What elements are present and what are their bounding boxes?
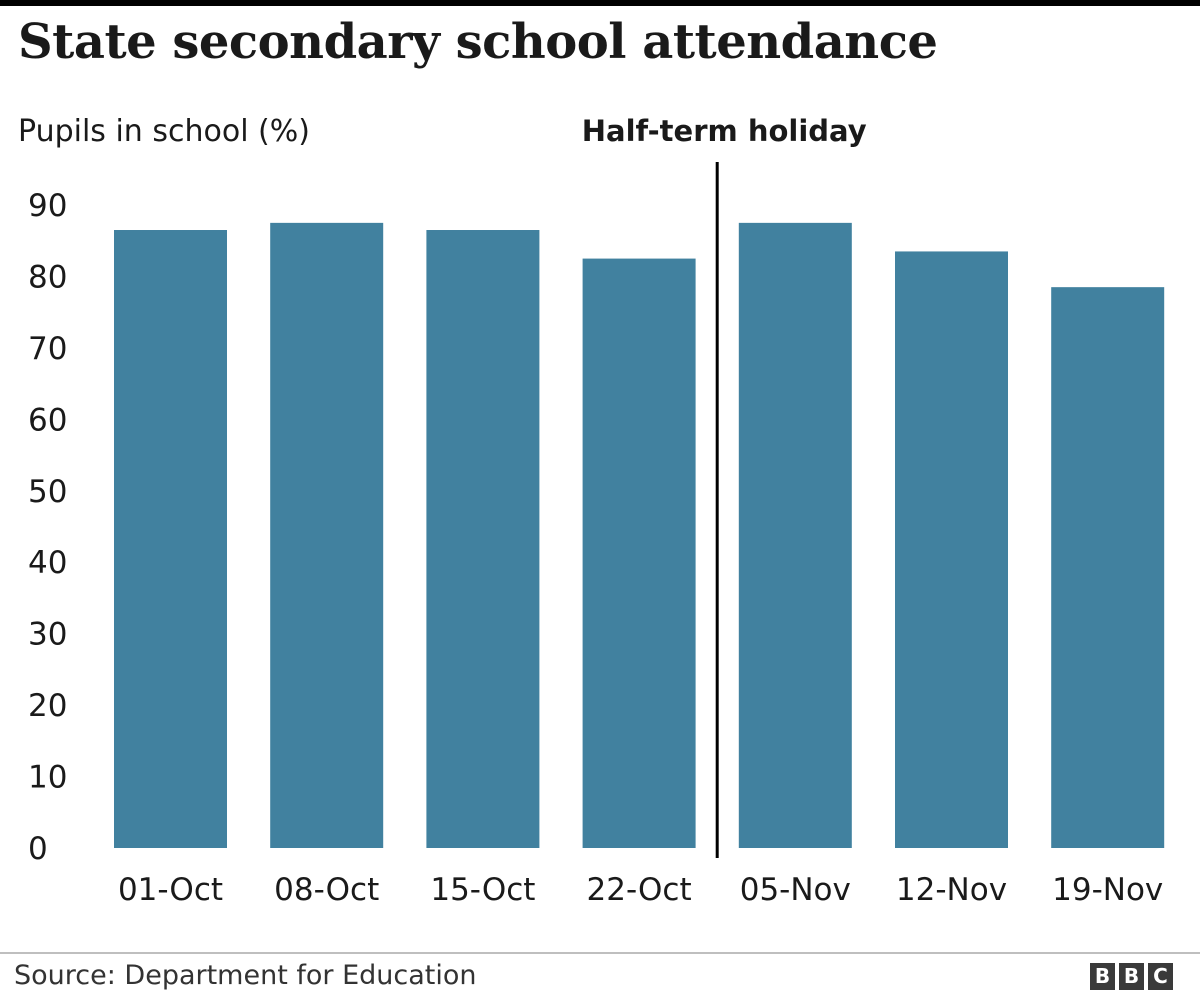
x-tick-label: 22-Oct: [587, 872, 692, 908]
y-tick-label: 90: [28, 188, 67, 224]
chart-title: State secondary school attendance: [18, 14, 938, 70]
x-tick-label: 08-Oct: [274, 872, 379, 908]
y-axis-label: Pupils in school (%): [18, 114, 310, 149]
y-tick-label: 60: [28, 402, 67, 438]
x-tick-label: 19-Nov: [1052, 872, 1163, 908]
bar-chart: Pupils in school (%) 0 10 20 30 40 50 60 70 80 90 0…: [18, 114, 1165, 908]
x-tick-label: 12-Nov: [896, 872, 1007, 908]
y-tick-label: 10: [28, 760, 67, 796]
bar: [270, 222, 384, 849]
half-term-annotation: Half-term holiday: [582, 114, 867, 148]
bbc-logo-letter: B: [1119, 963, 1144, 990]
source-note: Source: Department for Education: [14, 960, 477, 991]
x-tick-label: 05-Nov: [740, 872, 851, 908]
bbc-logo-letter: B: [1090, 963, 1115, 990]
y-tick-label: 80: [28, 259, 67, 295]
y-tick-label: 30: [28, 617, 67, 653]
x-tick-label: 01-Oct: [118, 872, 223, 908]
bbc-logo-letter: C: [1148, 963, 1173, 990]
y-tick-label: 70: [28, 331, 67, 367]
y-tick-label: 50: [28, 474, 67, 510]
x-tick-label: 15-Oct: [430, 872, 535, 908]
bar: [426, 230, 540, 848]
bar: [738, 222, 852, 849]
bar: [114, 230, 227, 848]
bbc-logo: B B C: [1090, 963, 1173, 990]
y-tick-label: 40: [28, 545, 67, 581]
bar: [895, 251, 1008, 848]
bar: [582, 258, 696, 848]
bar: [1051, 287, 1165, 848]
top-rule: [0, 0, 1200, 6]
y-tick-label: 20: [28, 688, 67, 724]
footer-rule: [0, 952, 1200, 954]
y-tick-label: 0: [28, 831, 48, 867]
